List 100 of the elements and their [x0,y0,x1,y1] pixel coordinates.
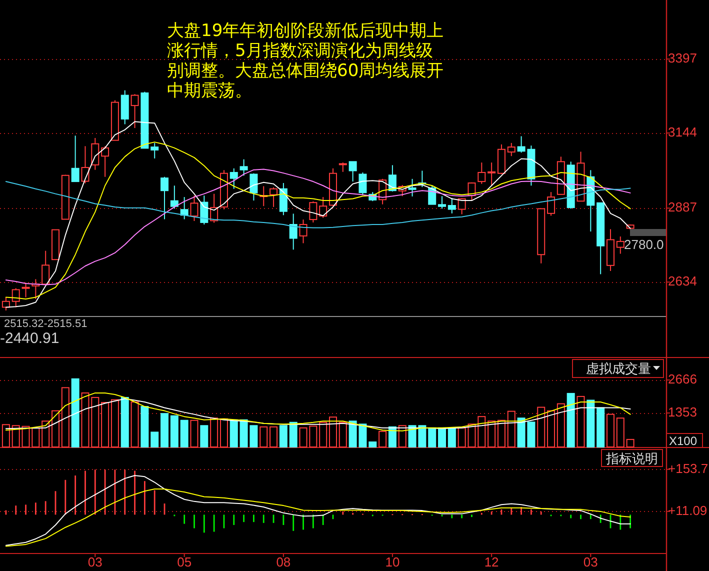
candlestick [448,197,456,214]
x-tick-label: 10 [385,554,400,570]
x-tick-label: 03 [88,554,102,570]
bar [12,425,20,448]
bar [230,419,238,448]
y-tick-label: 1353 [668,404,697,420]
bar [81,392,90,448]
bar [289,422,298,448]
bar [150,432,159,448]
bar [338,422,347,448]
bar [200,425,208,448]
bar [170,415,178,448]
candlestick [120,90,129,125]
bar [556,403,565,448]
bar [497,420,506,448]
bar [120,396,129,448]
candlestick [507,142,516,157]
bar [596,407,605,448]
candlestick [170,185,178,210]
bar [478,416,486,448]
candlestick [497,144,506,175]
bar [110,399,119,448]
line-series [5,488,631,547]
bar [260,426,268,448]
candlestick [150,142,159,159]
bar [507,410,516,448]
bar [160,413,169,448]
bar [190,420,198,448]
candlestick [478,162,486,184]
annotation: 2780.0 [624,237,664,252]
candlestick [358,172,367,196]
bar [61,387,70,448]
bar [547,410,556,448]
bar [368,441,377,448]
bar [180,420,188,448]
bar [448,427,456,448]
y-tick-label: +11.09 [668,502,708,518]
candlestick [299,219,308,244]
bar [537,406,546,448]
candlestick [616,236,624,254]
candlestick [309,200,318,223]
bar [101,402,110,448]
bar [378,430,387,448]
candlestick [42,250,50,286]
candlestick [348,161,357,182]
bar [220,418,228,448]
bar [270,426,278,448]
y-tick-label: 2666 [668,371,697,386]
candlestick [91,137,100,170]
text: X100 [669,434,698,448]
candlestick [101,146,110,178]
text: -2440.91 [0,330,60,347]
y-tick-label: +153.7 [668,460,708,476]
bar [210,418,218,448]
y-tick-label: 3397 [668,50,697,66]
candlestick [22,282,30,298]
y-tick-label: 2887 [668,200,697,215]
bar [438,427,446,448]
bar [388,426,396,448]
bar [488,420,496,448]
candlestick [12,288,20,308]
annotation: 指标说明 [605,451,658,466]
y-tick-label: 2634 [668,274,697,289]
candlestick [240,158,248,176]
x-tick-label: 05 [177,554,192,570]
candlestick [488,162,496,186]
candlestick [270,186,278,208]
bar [52,410,60,448]
bar [42,420,50,448]
text: 大盘19年年初创阶段新低后现中期上涨行情，5月指数深调演化为周线级别调整。大盘总体围绕60周均线展开中期震荡。 [167,21,445,101]
bar [586,400,595,448]
candlestick [547,192,556,216]
bar [566,392,575,448]
line-series [5,475,631,546]
candlestick [408,178,416,197]
candlestick [319,196,328,218]
bar [328,416,337,448]
bar [71,378,80,448]
candlestick [71,135,80,182]
candlestick [438,196,446,210]
bar [428,427,436,448]
candlestick [230,168,238,190]
bar [140,406,149,448]
bar [279,425,288,448]
bar [319,422,328,448]
line-series [5,392,631,432]
x-tick-label: 12 [484,554,499,570]
bar [398,425,406,448]
bar [130,402,139,448]
line-series [5,398,631,430]
annotation: 虚拟成交量 [586,361,651,376]
x-tick-label: 03 [583,554,598,570]
candlestick [428,185,436,205]
candlestick [279,182,288,216]
candlestick [338,162,347,172]
y-tick-label: 3144 [668,124,697,140]
candlestick [190,195,198,222]
bar [576,396,585,448]
candlestick [160,176,169,220]
candlestick [250,172,258,202]
